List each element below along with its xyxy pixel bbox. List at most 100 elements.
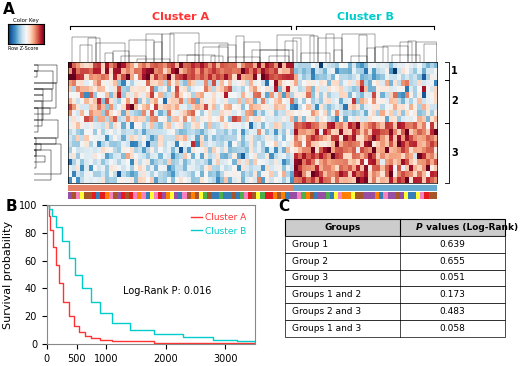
- Cluster A: [210, 340, 216, 345]
- FancyBboxPatch shape: [285, 287, 505, 303]
- Cluster A: [49, 244, 56, 249]
- Text: 0.483: 0.483: [439, 307, 465, 316]
- Cluster B: [88, 286, 95, 291]
- Cluster A: [47, 228, 54, 232]
- Cluster A: [210, 340, 216, 345]
- Cluster B: [80, 272, 86, 277]
- Cluster A: [88, 336, 95, 341]
- Cluster B: [48, 207, 55, 211]
- Cluster A: [66, 300, 72, 305]
- Text: 0.173: 0.173: [439, 290, 465, 299]
- Cluster B: [44, 203, 50, 207]
- Cluster B: [151, 328, 157, 332]
- Text: P: P: [415, 223, 422, 232]
- Cluster A: [109, 338, 115, 342]
- Cluster B: [66, 255, 72, 260]
- Text: Groups 1 and 2: Groups 1 and 2: [292, 290, 361, 299]
- Text: C: C: [278, 199, 289, 214]
- Text: Groups 2 and 3: Groups 2 and 3: [292, 307, 361, 316]
- Cluster B: [127, 321, 133, 325]
- Text: Group 2: Group 2: [292, 257, 328, 266]
- Cluster B: [234, 339, 240, 343]
- Cluster B: [88, 300, 95, 305]
- Cluster B: [180, 335, 187, 339]
- Cluster B: [72, 255, 79, 260]
- Cluster B: [151, 332, 157, 336]
- Title: Color Key: Color Key: [13, 18, 39, 23]
- Cluster A: [53, 262, 59, 267]
- Text: Cluster A: Cluster A: [152, 12, 209, 22]
- Cluster A: [151, 340, 157, 345]
- Y-axis label: Survival probability: Survival probability: [3, 220, 13, 329]
- Text: Group 3: Group 3: [292, 273, 328, 283]
- Cluster A: [66, 314, 72, 318]
- Cluster A: [56, 281, 62, 285]
- Cluster A: [97, 336, 103, 341]
- Cluster B: [234, 338, 240, 342]
- Cluster A: [88, 333, 95, 338]
- Cluster A: [76, 324, 83, 328]
- Cluster B: [59, 239, 65, 243]
- Cluster B: [127, 328, 133, 332]
- Cluster B: [45, 207, 51, 211]
- Text: values (Log-Rank): values (Log-Rank): [423, 223, 518, 232]
- FancyBboxPatch shape: [285, 303, 505, 320]
- Text: 1: 1: [451, 66, 458, 76]
- Cluster B: [210, 338, 216, 342]
- Line: Cluster A: Cluster A: [47, 205, 255, 343]
- FancyBboxPatch shape: [285, 320, 505, 337]
- Text: Groups: Groups: [324, 223, 360, 232]
- Cluster A: [151, 339, 157, 343]
- Text: 2: 2: [451, 97, 458, 107]
- Cluster A: [49, 228, 56, 232]
- Cluster A: [252, 340, 258, 345]
- Cluster B: [72, 272, 79, 277]
- Cluster A: [56, 262, 62, 267]
- FancyBboxPatch shape: [285, 253, 505, 269]
- Cluster B: [45, 203, 51, 207]
- Cluster A: [174, 340, 180, 345]
- Cluster B: [80, 286, 86, 291]
- Cluster A: [70, 314, 76, 318]
- Text: Groups 1 and 3: Groups 1 and 3: [292, 324, 361, 333]
- Cluster A: [47, 214, 54, 218]
- Text: Row Z-Score: Row Z-Score: [8, 46, 38, 51]
- Text: 3: 3: [451, 148, 458, 158]
- Legend: Cluster A, Cluster B: Cluster A, Cluster B: [187, 209, 250, 239]
- Cluster A: [82, 333, 88, 338]
- Text: Cluster B: Cluster B: [336, 12, 394, 22]
- Cluster B: [66, 239, 72, 243]
- Text: Log-Rank P: 0.016: Log-Rank P: 0.016: [123, 286, 212, 296]
- FancyBboxPatch shape: [285, 236, 505, 253]
- Cluster A: [60, 300, 67, 305]
- Cluster A: [97, 338, 103, 342]
- FancyBboxPatch shape: [285, 219, 505, 236]
- Text: B: B: [5, 199, 17, 214]
- Cluster A: [53, 244, 59, 249]
- Cluster A: [127, 339, 133, 343]
- Cluster A: [45, 203, 51, 207]
- Cluster B: [53, 214, 59, 218]
- Text: 0.051: 0.051: [439, 273, 465, 283]
- Cluster B: [252, 340, 258, 345]
- Cluster A: [44, 203, 50, 207]
- Text: A: A: [3, 2, 15, 17]
- Cluster B: [48, 214, 55, 218]
- Cluster A: [76, 329, 83, 334]
- Text: Group 1: Group 1: [292, 240, 328, 249]
- FancyBboxPatch shape: [285, 269, 505, 287]
- Cluster A: [174, 340, 180, 345]
- Cluster B: [53, 225, 59, 229]
- Text: 0.655: 0.655: [439, 257, 465, 266]
- Text: 0.639: 0.639: [439, 240, 465, 249]
- Cluster B: [97, 311, 103, 315]
- Cluster B: [109, 321, 115, 325]
- Cluster B: [252, 339, 258, 343]
- Cluster B: [180, 332, 187, 336]
- Text: 0.058: 0.058: [439, 324, 465, 333]
- Cluster B: [59, 225, 65, 229]
- Line: Cluster B: Cluster B: [47, 205, 255, 343]
- Cluster B: [97, 300, 103, 305]
- Cluster A: [60, 281, 67, 285]
- Cluster B: [109, 311, 115, 315]
